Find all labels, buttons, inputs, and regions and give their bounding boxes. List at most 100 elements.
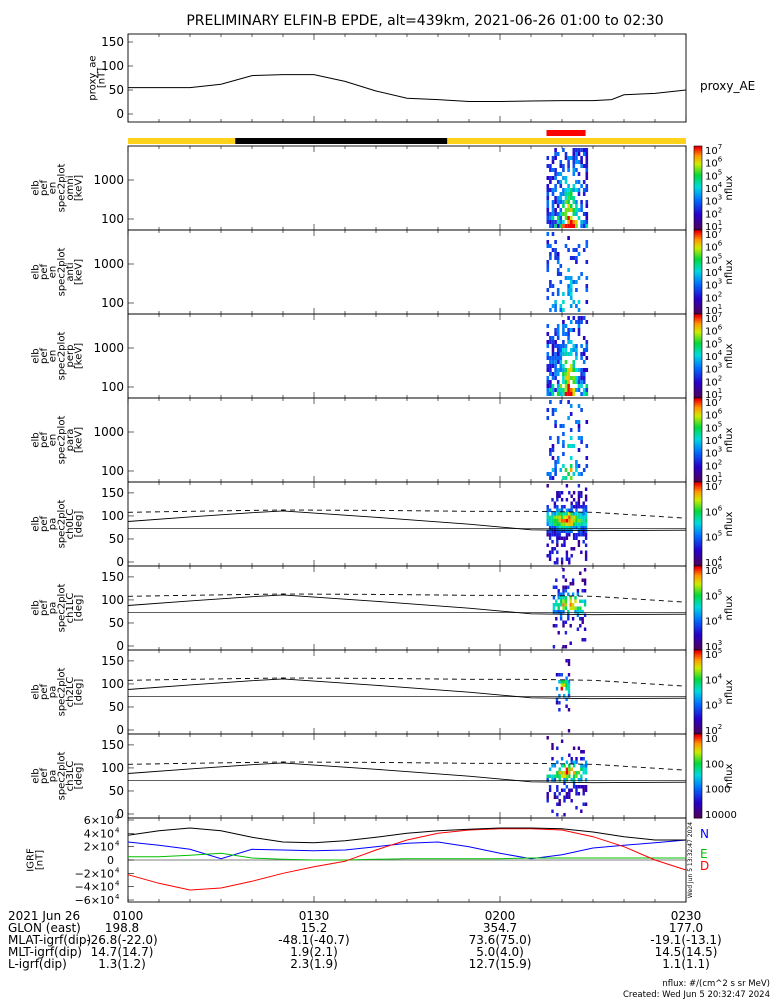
colorbar-tick: 10	[705, 327, 718, 338]
y-tick-label: 150	[101, 35, 124, 49]
y-axis-label-line: spec2plot	[56, 500, 67, 549]
pitch-angle-cell	[584, 767, 588, 771]
colorbar-swatch	[694, 534, 702, 538]
spectrogram-cell	[554, 468, 557, 472]
colorbar-swatch	[694, 311, 702, 315]
pitch-angle-cell	[580, 767, 583, 771]
spectrogram-cell	[569, 468, 573, 472]
spectrogram-cell	[572, 152, 576, 156]
pitch-angle-cell	[546, 799, 549, 803]
colorbar-swatch	[694, 612, 702, 615]
colorbar-label: nflux	[724, 763, 735, 788]
spectrogram-cell	[572, 196, 576, 200]
pitch-angle-cell	[565, 519, 569, 523]
pitch-angle-cell	[551, 809, 554, 813]
colorbar-swatch	[694, 423, 702, 426]
spectrogram-cell	[577, 192, 581, 196]
spectrogram-cell	[551, 476, 555, 480]
spectrogram-cell	[551, 232, 555, 236]
colorbar-swatch	[694, 259, 702, 262]
colorbar-swatch	[694, 784, 702, 787]
colorbar-swatch	[694, 419, 702, 422]
spectrogram-cell	[551, 348, 555, 352]
pitch-angle-cell	[568, 771, 571, 775]
spectrogram-cell	[572, 348, 576, 352]
colorbar-tick: 10	[705, 306, 718, 317]
ephemeris-label: L-igrf(dip)	[8, 957, 67, 971]
pitch-angle-cell	[584, 529, 588, 533]
spectrogram-cell	[577, 300, 581, 304]
colorbar-swatch	[694, 542, 702, 546]
pitch-angle-cell	[552, 610, 556, 614]
spectrogram-cell	[575, 368, 578, 372]
pitch-angle-cell	[565, 767, 569, 771]
spectrogram-cell	[559, 200, 563, 204]
spectrogram-cell	[582, 188, 586, 192]
spectrogram-cell	[554, 240, 557, 244]
spectrogram-cell	[559, 272, 563, 276]
spectrogram-cell	[569, 288, 573, 292]
pitch-angle-cell	[580, 522, 583, 526]
spectrogram-cell	[546, 416, 550, 420]
spectrogram-cell	[554, 208, 557, 212]
loss-cone-line	[127, 678, 687, 700]
colorbar-swatch	[694, 559, 702, 563]
colorbar-swatch	[694, 692, 702, 695]
spectrogram-cell	[577, 316, 581, 320]
pitch-angle-cell	[580, 494, 583, 498]
spectrogram-cell	[580, 200, 583, 204]
spectrogram-cell	[554, 200, 557, 204]
spectrogram-cell	[546, 204, 550, 208]
panel-minor-ticks	[127, 482, 687, 566]
pitch-angle-cell	[577, 543, 581, 547]
spectrogram-cell	[551, 468, 555, 472]
colorbar-exponent: 7	[718, 143, 722, 151]
spectrogram-cell	[585, 164, 589, 168]
spectrogram-cell	[546, 408, 550, 412]
spectrogram-cell	[572, 316, 576, 320]
colorbar-swatch	[694, 341, 702, 344]
colorbar-swatch	[694, 461, 702, 464]
spectrogram-cell	[575, 288, 578, 292]
spectrogram-cell	[582, 392, 586, 396]
pitch-angle-cell	[565, 498, 569, 502]
colorbar-swatch	[694, 746, 702, 750]
colorbar-swatch	[694, 366, 702, 370]
pitch-angle-cell	[546, 792, 549, 796]
pitch-angle-cell	[558, 522, 561, 526]
spectrogram-cell	[559, 196, 563, 200]
colorbar-swatch	[694, 234, 702, 237]
spectrogram-cell	[577, 180, 581, 184]
pitch-angle-cell	[556, 774, 559, 778]
colorbar-swatch	[694, 490, 702, 493]
spectrogram-cell	[564, 368, 568, 372]
pitch-angle-cell	[558, 512, 561, 516]
colorbar-tick: 10	[705, 222, 718, 233]
spectrogram-cell	[572, 248, 576, 252]
colorbar-swatch	[694, 658, 702, 661]
panel-minor-ticks	[127, 818, 687, 902]
spectrogram-cell	[582, 376, 586, 380]
spectrogram-cell	[554, 148, 557, 152]
pitch-angle-cell	[558, 778, 561, 782]
spectrogram-cell	[580, 436, 583, 440]
pitch-angle-cell	[571, 578, 575, 582]
pitch-angle-cell	[570, 522, 573, 526]
y-tick-label: 100	[101, 509, 124, 523]
pitch-angle-cell	[553, 522, 557, 526]
pitch-angle-cell	[562, 645, 565, 649]
pitch-angle-cell	[571, 582, 575, 586]
pitch-angle-cell	[560, 526, 564, 530]
spectrogram-cell	[562, 176, 565, 180]
pitch-angle-cell	[565, 484, 569, 488]
colorbar-swatch	[694, 242, 702, 246]
colorbar-tick: 10	[705, 209, 718, 220]
y-axis-label-line: elb	[31, 264, 42, 279]
pitch-angle-cell	[568, 753, 571, 757]
pitch-angle-cell	[582, 802, 585, 806]
pitch-angle-cell	[546, 774, 549, 778]
spectrogram-cell	[559, 388, 563, 392]
spectrogram-cell	[572, 220, 576, 224]
spectrogram-cell	[562, 200, 565, 204]
